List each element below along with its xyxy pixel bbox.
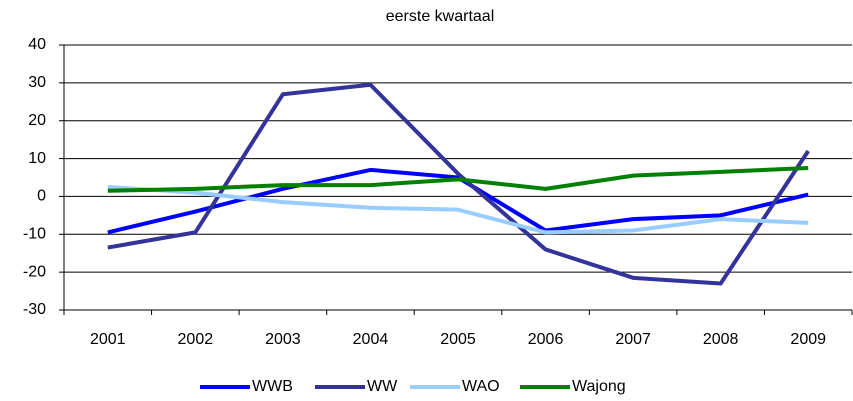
y-tick-label: -30 xyxy=(23,301,46,318)
legend-label: WW xyxy=(367,378,398,395)
x-tick-label: 2003 xyxy=(265,331,301,348)
y-tick-label: 20 xyxy=(28,112,46,129)
series-line xyxy=(107,184,809,235)
y-tick-label: 30 xyxy=(28,74,46,91)
legend-label: WWB xyxy=(252,378,293,395)
y-tick-label: -10 xyxy=(23,226,46,243)
y-tick-label: 10 xyxy=(28,150,46,167)
legend-label: Wajong xyxy=(572,378,626,395)
y-tick-label: -20 xyxy=(23,263,46,280)
series-line xyxy=(107,82,810,286)
x-tick-label: 2005 xyxy=(440,331,476,348)
series-line xyxy=(107,166,809,193)
x-tick-label: 2009 xyxy=(790,331,826,348)
legend-label: WAO xyxy=(462,378,500,395)
x-tick-label: 2006 xyxy=(528,331,564,348)
x-tick-label: 2004 xyxy=(353,331,389,348)
y-tick-label: 0 xyxy=(37,188,46,205)
x-tick-label: 2002 xyxy=(178,331,214,348)
x-tick-label: 2007 xyxy=(615,331,651,348)
y-tick-label: 40 xyxy=(28,36,46,53)
chart-title: eerste kwartaal xyxy=(386,8,495,25)
x-tick-label: 2001 xyxy=(90,331,126,348)
x-tick-label: 2008 xyxy=(703,331,739,348)
